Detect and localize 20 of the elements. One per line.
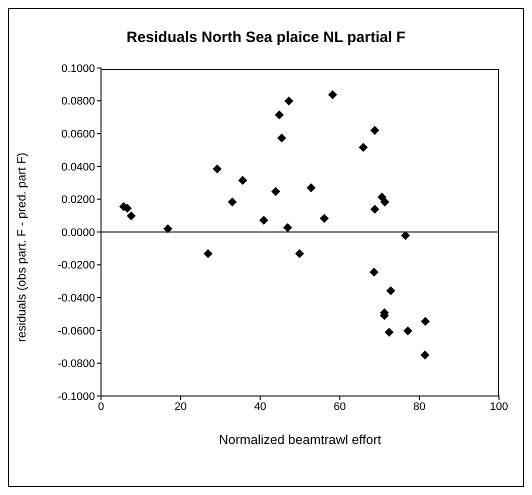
y-tick-label: -0.0400 [58, 292, 95, 305]
y-tick-label: 0.0400 [61, 161, 95, 174]
chart-title: Residuals North Sea plaice NL partial F [126, 29, 406, 46]
x-axis-title: Normalized beamtrawl effort [218, 432, 382, 447]
x-tick-label: 20 [174, 400, 187, 413]
y-axis-title: residuals (obs part. F - pred. part F) [14, 152, 28, 342]
y-tick-label: -0.0200 [58, 260, 95, 272]
x-tick-label: 80 [413, 400, 426, 413]
y-tick-label: -0.1000 [58, 390, 95, 403]
y-tick-label: 0.0200 [61, 194, 95, 206]
y-tick-label: -0.0800 [58, 358, 95, 370]
y-tick-label: 0.0600 [61, 128, 95, 141]
y-tick-label: 0.0000 [61, 226, 95, 239]
x-tick-label: 40 [254, 400, 266, 413]
y-tick-label: 0.0800 [61, 96, 95, 108]
y-tick-label: -0.0600 [58, 325, 95, 338]
x-tick-label: 100 [490, 400, 508, 413]
x-tick-label: 0 [98, 400, 104, 413]
y-tick-label: 0.1000 [61, 62, 95, 75]
x-tick-label: 60 [334, 400, 346, 413]
